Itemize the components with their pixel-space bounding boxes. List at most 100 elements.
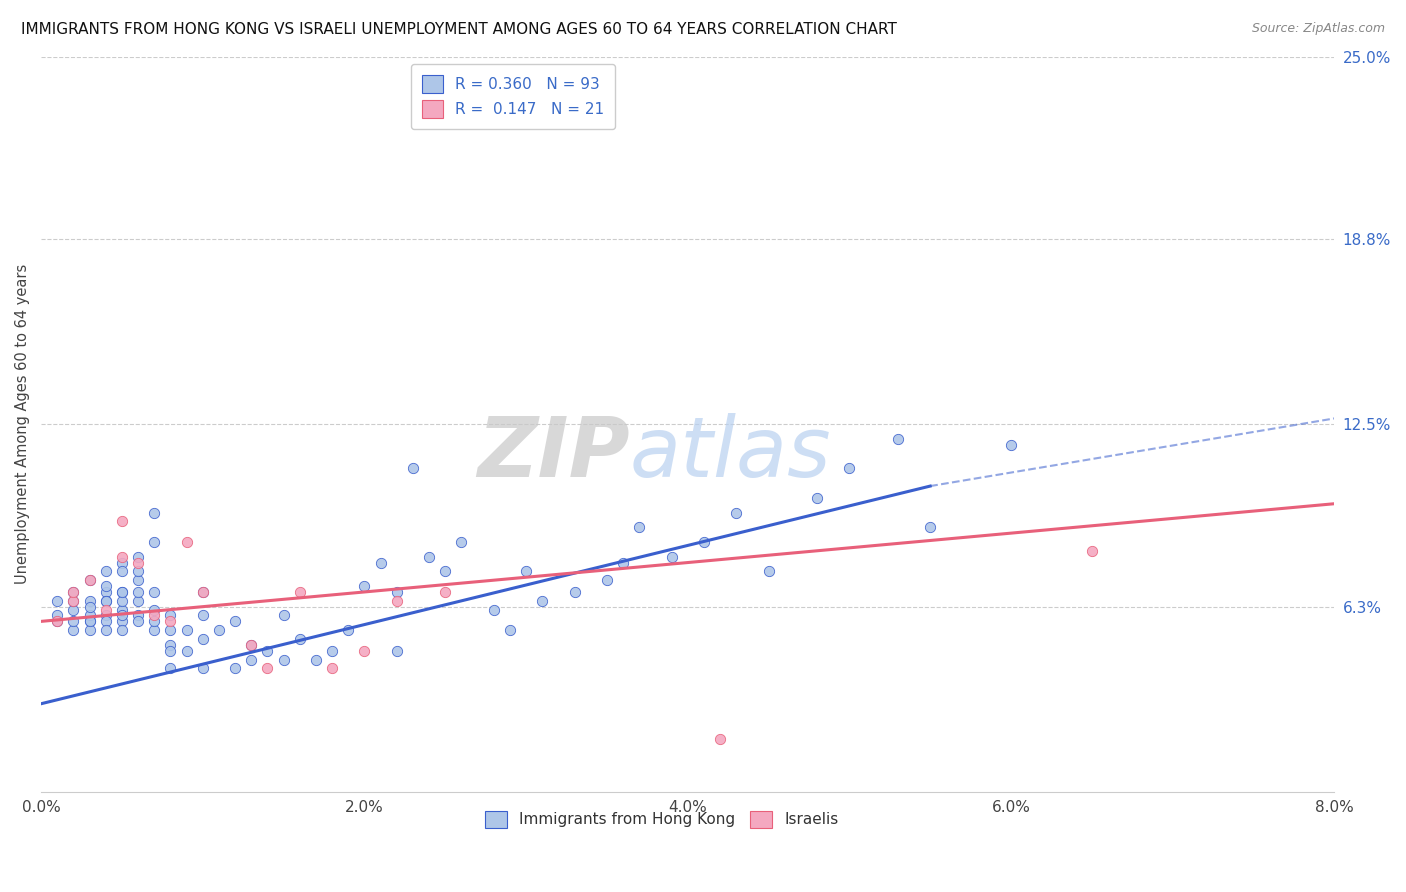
Point <box>62 585 84 599</box>
Point <box>62 602 84 616</box>
Point <box>79 615 101 629</box>
Point <box>450 535 472 549</box>
Point <box>127 565 149 579</box>
Point <box>94 602 117 616</box>
Point <box>143 615 166 629</box>
Y-axis label: Unemployment Among Ages 60 to 64 years: Unemployment Among Ages 60 to 64 years <box>15 264 30 584</box>
Point <box>402 461 425 475</box>
Point <box>159 661 181 675</box>
Point <box>79 608 101 623</box>
Point <box>46 608 69 623</box>
Point <box>143 506 166 520</box>
Point <box>143 624 166 638</box>
Text: Source: ZipAtlas.com: Source: ZipAtlas.com <box>1251 22 1385 36</box>
Point <box>256 661 278 675</box>
Point <box>111 615 134 629</box>
Point <box>79 624 101 638</box>
Point <box>1000 438 1022 452</box>
Point <box>111 549 134 564</box>
Point <box>94 615 117 629</box>
Point <box>62 594 84 608</box>
Point <box>887 432 910 446</box>
Legend: Immigrants from Hong Kong, Israelis: Immigrants from Hong Kong, Israelis <box>478 803 846 836</box>
Point <box>127 585 149 599</box>
Point <box>143 585 166 599</box>
Point <box>159 644 181 658</box>
Point <box>564 585 586 599</box>
Point <box>288 585 311 599</box>
Point <box>418 549 440 564</box>
Point <box>143 602 166 616</box>
Point <box>758 565 780 579</box>
Point <box>46 594 69 608</box>
Point <box>191 585 214 599</box>
Point <box>62 594 84 608</box>
Point <box>176 624 198 638</box>
Point <box>305 652 328 666</box>
Point <box>79 573 101 587</box>
Point <box>515 565 537 579</box>
Point <box>273 608 295 623</box>
Point <box>127 556 149 570</box>
Point <box>111 602 134 616</box>
Text: ZIP: ZIP <box>477 413 630 494</box>
Point <box>111 594 134 608</box>
Point <box>693 535 716 549</box>
Point <box>806 491 828 505</box>
Point <box>62 615 84 629</box>
Point <box>434 585 457 599</box>
Point <box>79 599 101 614</box>
Point <box>111 556 134 570</box>
Point <box>94 565 117 579</box>
Point <box>159 615 181 629</box>
Text: IMMIGRANTS FROM HONG KONG VS ISRAELI UNEMPLOYMENT AMONG AGES 60 TO 64 YEARS CORR: IMMIGRANTS FROM HONG KONG VS ISRAELI UNE… <box>21 22 897 37</box>
Point <box>385 585 408 599</box>
Point <box>46 615 69 629</box>
Point <box>240 652 263 666</box>
Point <box>353 579 375 593</box>
Point <box>612 556 634 570</box>
Point <box>499 624 522 638</box>
Point <box>240 638 263 652</box>
Point <box>1081 543 1104 558</box>
Point <box>353 644 375 658</box>
Point <box>79 615 101 629</box>
Point <box>111 585 134 599</box>
Text: atlas: atlas <box>630 413 831 494</box>
Point <box>838 461 860 475</box>
Point <box>321 644 343 658</box>
Point <box>127 573 149 587</box>
Point <box>256 644 278 658</box>
Point <box>273 652 295 666</box>
Point <box>709 731 731 746</box>
Point <box>111 515 134 529</box>
Point <box>143 608 166 623</box>
Point <box>920 520 942 534</box>
Point <box>288 632 311 646</box>
Point <box>159 624 181 638</box>
Point <box>159 608 181 623</box>
Point <box>596 573 619 587</box>
Point <box>94 594 117 608</box>
Point <box>176 644 198 658</box>
Point <box>531 594 554 608</box>
Point <box>208 624 231 638</box>
Point <box>127 594 149 608</box>
Point <box>321 661 343 675</box>
Point <box>111 585 134 599</box>
Point <box>127 615 149 629</box>
Point <box>62 624 84 638</box>
Point <box>176 535 198 549</box>
Point <box>482 602 505 616</box>
Point <box>79 573 101 587</box>
Point <box>127 549 149 564</box>
Point <box>191 608 214 623</box>
Point <box>434 565 457 579</box>
Point <box>337 624 360 638</box>
Point <box>94 579 117 593</box>
Point <box>46 615 69 629</box>
Point <box>370 556 392 570</box>
Point <box>385 644 408 658</box>
Point <box>240 638 263 652</box>
Point <box>94 594 117 608</box>
